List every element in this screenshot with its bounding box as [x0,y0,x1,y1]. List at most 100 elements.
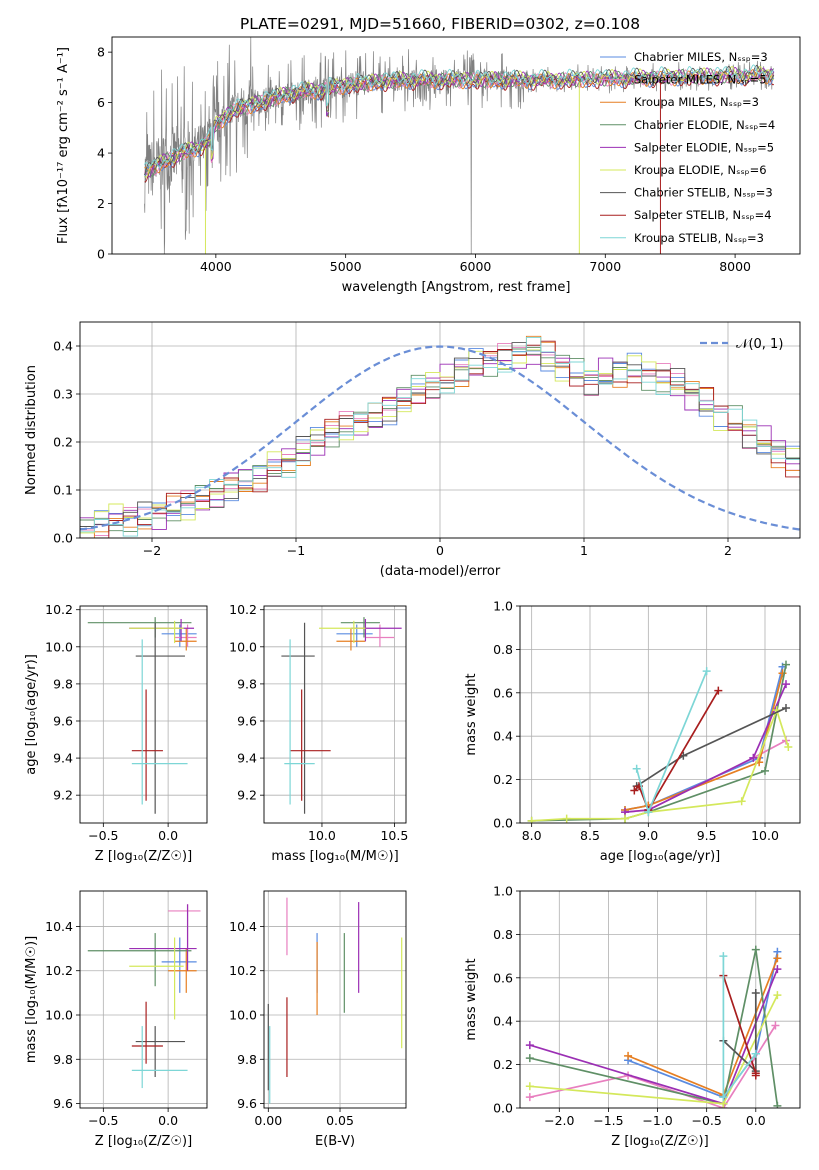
legend-entry: Kroupa STELIB, Nₛₛₚ=3 [634,231,764,245]
x-axis-label: Z [log₁₀(Z/Z☉)] [95,1134,192,1149]
weight-point-marker [527,816,536,823]
x-tick-label: 0.05 [326,1113,354,1128]
x-axis-label: (data-model)/error [380,564,501,579]
y-tick-label: 0.2 [493,1057,513,1072]
axes-frame [111,36,801,255]
weight-point-marker [624,1051,633,1060]
x-tick-label: 0.0 [158,1113,178,1128]
y-tick-label: 9.6 [53,1096,73,1111]
x-tick-label: −2.0 [544,1113,574,1128]
residual-histogram-step [80,348,800,529]
legend-entry: Kroupa MILES, Nₛₛₚ=3 [634,95,759,109]
weight-point-marker [621,814,629,823]
x-tick-label: −0.5 [88,1113,118,1128]
x-tick-label: 10.0 [751,828,779,843]
y-tick-label: 9.4 [53,751,73,766]
y-tick-label: 0.6 [493,685,513,700]
x-tick-label: −1.5 [593,1113,623,1128]
x-tick-label: 4000 [200,259,232,274]
x-tick-label: 0.0 [158,828,178,843]
x-tick-label: 9.0 [638,828,658,843]
y-tick-label: 9.2 [53,788,73,803]
x-tick-label: 8.0 [522,828,542,843]
weight-series-line [531,664,787,822]
y-axis-label: Normed distribution [24,365,39,495]
weight-point-marker [784,743,793,752]
plot-area [144,37,775,254]
axes-frame [79,605,208,824]
residual-histogram-step [80,342,800,527]
y-tick-label: 9.8 [53,1052,73,1067]
x-tick-label: 8000 [719,259,751,274]
weight-point-marker [749,753,758,762]
weight-vs-age-panel: 8.0 8.5 9.0 9.5 10.0 0.0 0.2 0.4 0.6 0.8 1.0 age [l… [464,599,801,864]
axes-frame [519,605,801,824]
residuals-panel: −2 −1 0 1 2 0.0 0.1 0.2 0.3 0.4 (data-model)/error… [24,321,801,579]
weight-point-marker [719,1093,728,1102]
model-spectrum-line [144,68,775,177]
x-tick-label: −2 [143,543,161,558]
y-tick-label: 0.4 [493,1014,513,1029]
normal-distribution-curve [80,345,800,531]
weight-point-marker [773,1101,782,1108]
x-tick-label: −1 [287,543,305,558]
legend-entry: Chabrier ELODIE, Nₛₛₚ=4 [634,118,775,132]
axes-frame [79,890,208,1109]
model-spectrum-line [144,65,775,178]
x-tick-label: 0.0 [746,1113,766,1128]
plot-area [80,335,800,538]
x-tick-label: 2 [724,543,732,558]
y-tick-label: 9.6 [53,713,73,728]
x-axis-label: wavelength [Angstrom, rest frame] [342,280,571,295]
y-tick-label: 9.8 [53,676,73,691]
y-tick-label: 6 [97,95,105,110]
y-tick-label: 10.2 [229,602,257,617]
weight-point-marker [771,1021,780,1030]
y-tick-label: 0.6 [493,970,513,985]
legend-entry: Kroupa ELODIE, Nₛₛₚ=6 [634,163,767,177]
y-tick-label: 0.8 [493,642,513,657]
y-axis-label: mass weight [464,958,479,1040]
weight-point-marker [751,945,760,954]
weight-point-marker [719,952,728,961]
x-tick-label: 8.5 [580,828,600,843]
weight-point-marker [714,686,723,695]
weight-point-marker [702,667,711,676]
y-tick-label: 9.4 [237,751,257,766]
x-axis-label: age [log₁₀(age/yr)] [600,849,721,864]
y-tick-label: 9.6 [237,1096,257,1111]
y-tick-label: 10.4 [229,919,257,934]
weight-point-marker [751,1071,760,1080]
weight-series-line [633,690,720,812]
plot-area [267,897,403,1104]
legend-entry: 𝒩(0, 1) [736,337,783,352]
plot-area [87,617,197,814]
y-tick-label: 0.2 [53,435,73,450]
spectrum-panel: 4000 5000 6000 7000 8000 0 2 4 6 8 wavelength [Ang… [56,36,801,295]
weight-point-marker [773,954,782,963]
x-tick-label: 10.5 [380,828,408,843]
model-spectrum-line [144,64,775,168]
weight-point-marker [525,1093,534,1102]
y-tick-label: 9.6 [237,713,257,728]
model-spectrum-line [144,69,775,176]
weight-point-marker [773,965,782,974]
weight-point-marker [782,680,790,689]
y-tick-label: 1.0 [493,599,513,614]
weight-point-marker [562,814,571,823]
weight-point-marker [782,660,790,669]
x-axis-label: mass [log₁₀(M/M☉)] [271,849,398,864]
x-tick-label: −1.0 [642,1113,672,1128]
residual-histogram-step [80,352,800,530]
y-tick-label: 10.0 [229,639,257,654]
x-axis-label: E(B-V) [315,1134,355,1149]
weight-point-marker [525,1041,534,1050]
x-tick-label: 0.00 [254,1113,282,1128]
weight-point-marker [751,988,760,997]
age-vs-Z-panel: −0.5 0.0 9.2 9.4 9.6 9.8 10.0 10.2 Z [log₁₀(Z/Z☉… [24,602,208,864]
y-tick-label: 9.2 [237,788,257,803]
y-axis-label: age [log₁₀(age/yr)] [24,654,39,775]
weight-point-marker [525,1082,534,1091]
y-tick-label: 0 [97,247,105,262]
